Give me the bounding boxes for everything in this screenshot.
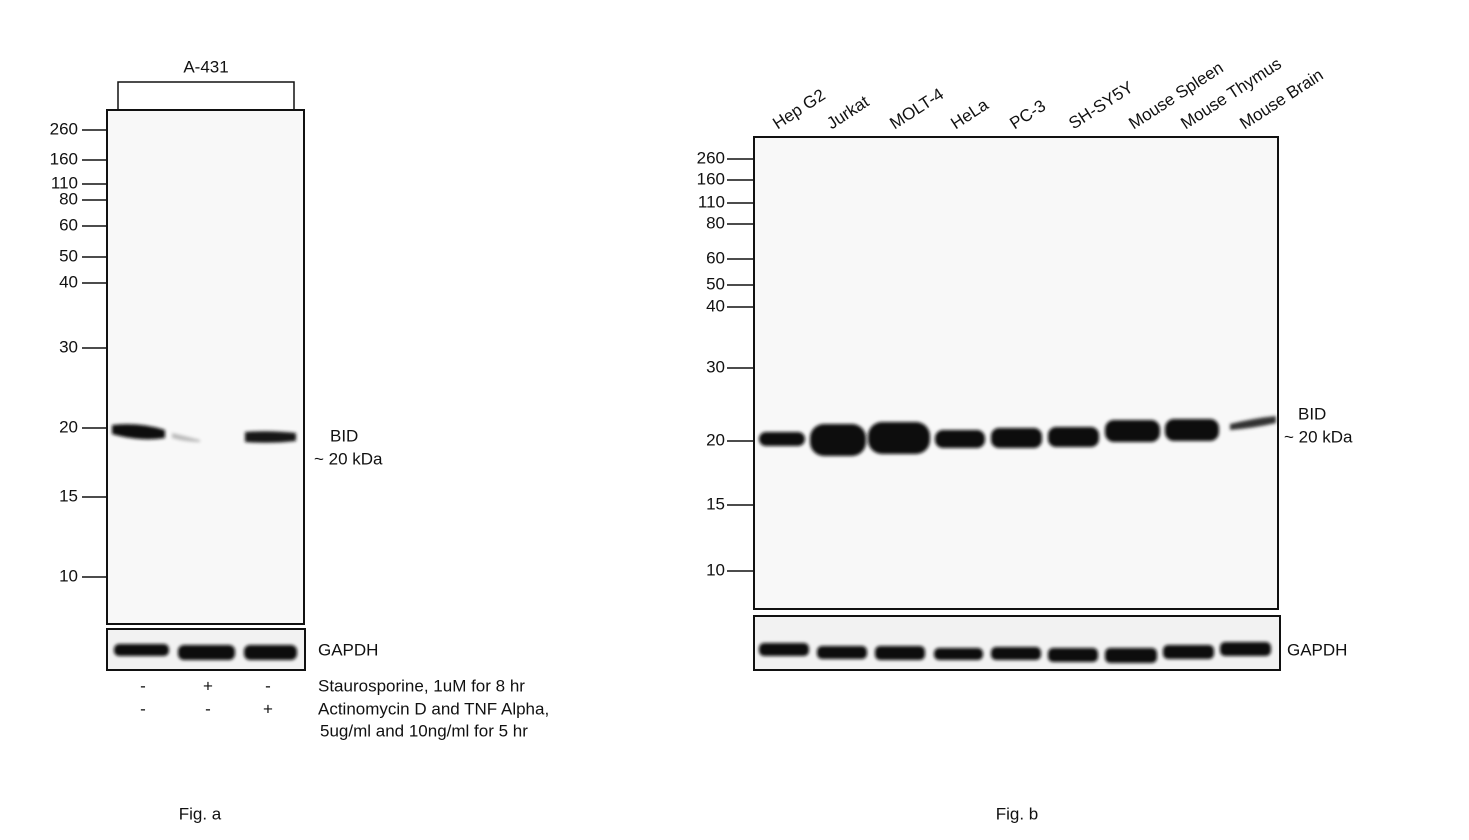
bands-a xyxy=(112,424,297,660)
marker-label: 30 xyxy=(706,357,725,376)
marker-label: 60 xyxy=(706,248,725,267)
treatment-label: Actinomycin D and TNF Alpha, xyxy=(318,699,549,718)
treatment-sign: - xyxy=(205,699,211,718)
marker-label: 160 xyxy=(50,149,78,168)
caption: Fig. b xyxy=(996,804,1039,823)
marker-label: 260 xyxy=(697,148,725,167)
marker-label: 80 xyxy=(59,189,78,208)
cell-line-label: A-431 xyxy=(183,57,228,76)
marker-label: 30 xyxy=(59,337,78,356)
treatment-sign: - xyxy=(140,676,146,695)
marker-label: 40 xyxy=(59,272,78,291)
band-label: BID xyxy=(1298,404,1326,423)
lane-label: HeLa xyxy=(947,95,992,133)
treatment-sign: - xyxy=(265,676,271,695)
marker-label: 60 xyxy=(59,215,78,234)
lane-label: PC-3 xyxy=(1006,96,1049,133)
blot-panel xyxy=(753,136,1279,610)
marker-label: 20 xyxy=(59,417,78,436)
marker-label: 10 xyxy=(706,560,725,579)
treatment-sign: - xyxy=(140,699,146,718)
marker-label: 110 xyxy=(51,173,78,192)
marker-label: 40 xyxy=(706,296,725,315)
loading-label: GAPDH xyxy=(1287,640,1347,659)
marker-label: 15 xyxy=(59,486,78,505)
marker-label: 110 xyxy=(698,192,725,211)
band-label: BID xyxy=(330,426,358,445)
marker-label: 80 xyxy=(706,213,725,232)
marker-label: 15 xyxy=(706,494,725,513)
marker-label: 50 xyxy=(706,274,725,293)
marker-label: 160 xyxy=(697,169,725,188)
lane-label: MOLT-4 xyxy=(886,84,947,133)
loading-label: GAPDH xyxy=(318,640,378,659)
band-size: ~ 20 kDa xyxy=(314,449,383,468)
marker-label: 260 xyxy=(50,119,78,138)
band-size: ~ 20 kDa xyxy=(1284,427,1353,446)
lane-bracket xyxy=(117,81,295,110)
blot-panel xyxy=(106,109,305,625)
loading-panel xyxy=(753,615,1281,671)
lane-label: SH-SY5Y xyxy=(1065,78,1136,134)
treatment-sign: + xyxy=(263,699,273,718)
treatment-label: 5ug/ml and 10ng/ml for 5 hr xyxy=(320,721,528,740)
treatment-sign: + xyxy=(203,676,213,695)
treatment-label: Staurosporine, 1uM for 8 hr xyxy=(318,676,525,695)
bands-b xyxy=(759,416,1276,663)
marker-label: 50 xyxy=(59,246,78,265)
caption: Fig. a xyxy=(179,804,222,823)
marker-label: 10 xyxy=(59,566,78,585)
marker-label: 20 xyxy=(706,430,725,449)
lane-label: Jurkat xyxy=(823,92,872,133)
lane-label: Hep G2 xyxy=(769,85,828,133)
